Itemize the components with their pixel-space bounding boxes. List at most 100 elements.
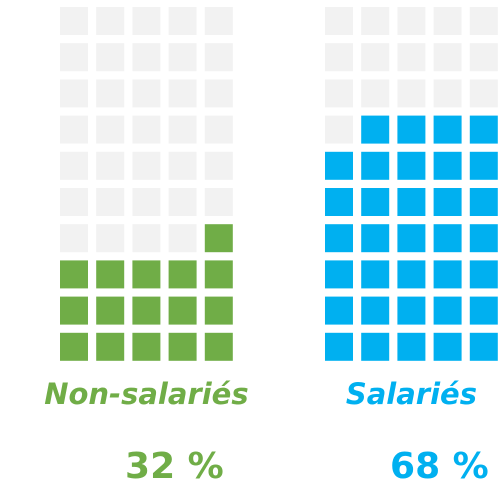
waffle-cell — [168, 332, 197, 361]
value-label: 32 % — [125, 446, 224, 487]
empty-cell — [361, 79, 390, 108]
empty-cell — [204, 7, 233, 35]
waffle-cell — [361, 115, 390, 144]
empty-cell — [132, 224, 161, 253]
empty-cell — [60, 7, 88, 35]
waffle-cell — [433, 296, 462, 325]
waffle-cell — [361, 188, 390, 216]
waffle-cell — [433, 188, 462, 216]
waffle-cell — [168, 260, 197, 289]
waffle-cell — [433, 332, 462, 361]
waffle-cell — [204, 260, 233, 289]
empty-cell — [96, 7, 125, 35]
empty-cell — [397, 43, 426, 72]
waffle-cell — [469, 332, 498, 361]
empty-cell — [433, 7, 462, 35]
empty-cell — [433, 79, 462, 108]
empty-cell — [60, 224, 88, 253]
waffle-cell — [433, 151, 462, 180]
empty-cell — [96, 79, 125, 108]
waffle-cell — [397, 188, 426, 216]
empty-cell — [469, 79, 498, 108]
waffle-cell — [168, 296, 197, 325]
waffle-cell — [325, 260, 353, 289]
waffle-cell — [469, 260, 498, 289]
waffle-cell — [397, 115, 426, 144]
empty-cell — [96, 115, 125, 144]
value-label: 68 % — [390, 446, 489, 487]
empty-cell — [132, 43, 161, 72]
waffle-cell — [361, 151, 390, 180]
empty-cell — [168, 43, 197, 72]
empty-cell — [361, 7, 390, 35]
waffle-cell — [397, 332, 426, 361]
category-label: Salariés — [346, 377, 477, 411]
empty-cell — [96, 224, 125, 253]
waffle-cell — [96, 296, 125, 325]
empty-cell — [397, 79, 426, 108]
waffle-cell — [361, 296, 390, 325]
waffle-cell — [433, 224, 462, 253]
empty-cell — [204, 151, 233, 180]
waffle-cell — [325, 188, 353, 216]
waffle-cell — [132, 296, 161, 325]
empty-cell — [60, 151, 88, 180]
empty-cell — [96, 151, 125, 180]
empty-cell — [132, 151, 161, 180]
empty-cell — [132, 188, 161, 216]
empty-cell — [168, 224, 197, 253]
empty-cell — [325, 115, 353, 144]
waffle-cell — [325, 296, 353, 325]
waffle-cell — [132, 332, 161, 361]
empty-cell — [132, 115, 161, 144]
waffle-cell — [325, 332, 353, 361]
waffle-cell — [397, 224, 426, 253]
empty-cell — [60, 115, 88, 144]
empty-cell — [325, 43, 353, 72]
waffle-cell — [397, 151, 426, 180]
waffle-cell — [469, 188, 498, 216]
empty-cell — [469, 7, 498, 35]
waffle-cell — [397, 260, 426, 289]
empty-cell — [325, 7, 353, 35]
waffle-cell — [204, 224, 233, 253]
empty-cell — [168, 79, 197, 108]
empty-cell — [204, 79, 233, 108]
empty-cell — [204, 115, 233, 144]
waffle-cell — [361, 224, 390, 253]
waffle-cell — [60, 332, 88, 361]
waffle-cell — [433, 260, 462, 289]
empty-cell — [168, 188, 197, 216]
waffle-cell — [60, 260, 88, 289]
empty-cell — [96, 188, 125, 216]
empty-cell — [325, 79, 353, 108]
waffle-cell — [361, 332, 390, 361]
waffle-cell — [469, 224, 498, 253]
empty-cell — [60, 43, 88, 72]
empty-cell — [168, 115, 197, 144]
waffle-cell — [325, 224, 353, 253]
empty-cell — [132, 79, 161, 108]
empty-cell — [361, 43, 390, 72]
empty-cell — [469, 43, 498, 72]
waffle-cell — [96, 260, 125, 289]
waffle-cell — [433, 115, 462, 144]
empty-cell — [168, 151, 197, 180]
waffle-cell — [132, 260, 161, 289]
waffle-cell — [397, 296, 426, 325]
empty-cell — [433, 43, 462, 72]
waffle-cell — [204, 296, 233, 325]
waffle-cell — [60, 296, 88, 325]
empty-cell — [60, 79, 88, 108]
waffle-cell — [361, 260, 390, 289]
category-label: Non-salariés — [44, 377, 248, 411]
waffle-cell — [325, 151, 353, 180]
empty-cell — [60, 188, 88, 216]
empty-cell — [132, 7, 161, 35]
waffle-cell — [96, 332, 125, 361]
empty-cell — [96, 43, 125, 72]
waffle-cell — [469, 296, 498, 325]
empty-cell — [204, 188, 233, 216]
